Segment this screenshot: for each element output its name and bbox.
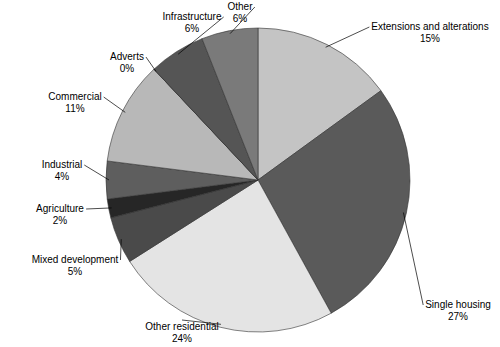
leader-line xyxy=(120,239,122,260)
slice-label: Commercial11% xyxy=(48,91,101,114)
leader-line xyxy=(403,213,423,305)
slice-label: Agriculture2% xyxy=(36,203,84,226)
slice-name: Industrial xyxy=(42,159,83,170)
slice-label: Infrastructure6% xyxy=(163,11,222,34)
slice-label: Single housing27% xyxy=(425,299,491,322)
leader-line xyxy=(178,17,224,54)
leader-line xyxy=(104,97,126,112)
slice-label: Other residential24% xyxy=(145,321,218,344)
slice-label: Extensions and alterations15% xyxy=(371,21,488,44)
slice-name: Commercial xyxy=(48,91,101,102)
slice xyxy=(202,28,258,180)
slice-label: Mixed development5% xyxy=(32,254,119,277)
slice-value: 6% xyxy=(185,23,200,34)
leader-line xyxy=(146,57,156,71)
labels: Extensions and alterations15% Single hous… xyxy=(32,1,491,344)
slice-name: Adverts xyxy=(110,51,144,62)
slice-name: Infrastructure xyxy=(163,11,222,22)
chart: Extensions and alterations15% Single hous… xyxy=(0,0,500,347)
pie xyxy=(106,28,410,332)
slice-value: 2% xyxy=(53,215,68,226)
slice-value: 6% xyxy=(233,13,248,24)
slice-name: Agriculture xyxy=(36,203,84,214)
slice-value: 15% xyxy=(420,33,440,44)
slice-label: Adverts0% xyxy=(110,51,144,74)
leader-line xyxy=(230,7,255,34)
slice-value: 0% xyxy=(120,63,135,74)
slice-name: Other xyxy=(227,1,253,12)
leader-line xyxy=(86,208,112,209)
slice-value: 5% xyxy=(68,266,83,277)
slice-label: Industrial4% xyxy=(42,159,83,182)
leader-line xyxy=(182,320,221,324)
slice-name: Mixed development xyxy=(32,254,119,265)
slice-value: 24% xyxy=(172,333,192,344)
leader-line xyxy=(84,165,109,180)
slice-value: 27% xyxy=(448,311,468,322)
slice-name: Single housing xyxy=(425,299,491,310)
slice-value: 11% xyxy=(65,103,84,114)
slice-value: 4% xyxy=(55,171,70,182)
leader-line xyxy=(326,27,370,47)
slice-name: Extensions and alterations xyxy=(371,21,488,32)
